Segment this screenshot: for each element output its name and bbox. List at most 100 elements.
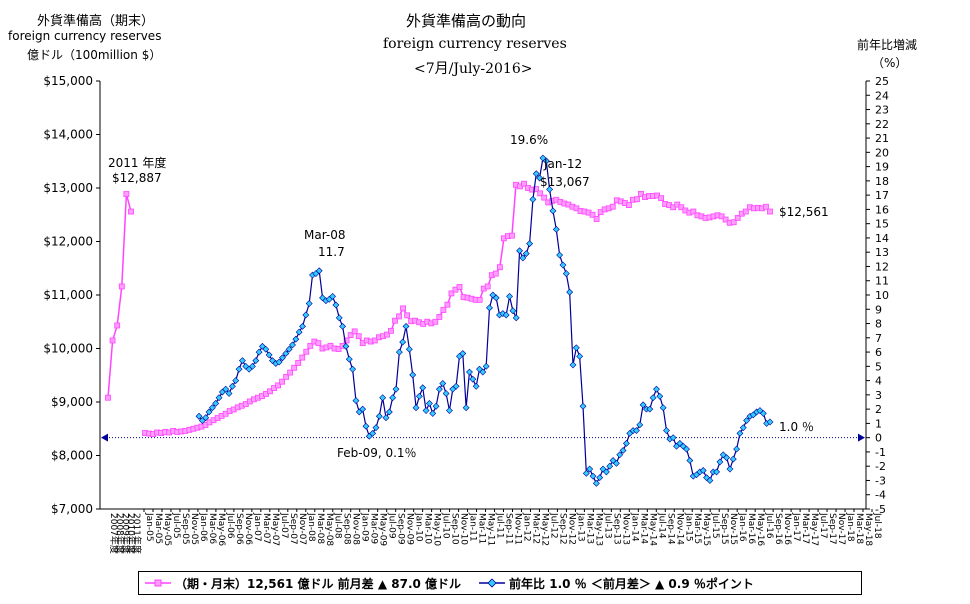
reserves-point <box>634 196 640 203</box>
yoy-point <box>232 377 240 385</box>
yoy-point <box>572 344 580 352</box>
yoy-point <box>713 468 720 476</box>
yoy-point <box>539 154 547 162</box>
fiscal-year-point <box>123 191 130 197</box>
yoy-point <box>536 174 544 182</box>
x-tick-label: Nov-05 <box>189 513 199 545</box>
yoy-point <box>422 407 430 414</box>
yoy-point <box>215 394 223 402</box>
x-tick-label: May-13 <box>593 513 603 546</box>
yoy-point <box>489 291 497 299</box>
right-tick-label: -2 <box>875 460 886 473</box>
right-tick-label: 25 <box>875 75 889 88</box>
x-tick-label: Jan-17 <box>791 512 801 542</box>
main-title-jp: 外貨準備高の動向 <box>406 12 527 30</box>
baseline-arrow-left <box>101 433 108 442</box>
yoy-point <box>399 338 407 346</box>
reserves-point <box>722 216 729 223</box>
right-tick-label: 16 <box>875 203 889 216</box>
x-tick-label: 2011年度 <box>131 513 143 554</box>
yoy-point <box>302 311 310 319</box>
yoy-point <box>392 385 400 393</box>
yoy-point <box>596 474 604 482</box>
x-tick-label: Jan-08 <box>306 512 316 542</box>
reserves-point <box>315 340 322 347</box>
right-tick-label: 22 <box>875 118 889 131</box>
annotation-jan12-label: Jan-12 <box>544 157 583 171</box>
reserves-point <box>742 208 749 215</box>
yoy-point <box>315 267 323 275</box>
yoy-point <box>349 365 357 373</box>
yoy-point <box>576 352 584 360</box>
reserves-point <box>291 364 298 371</box>
yoy-point <box>526 240 534 248</box>
reserves-point <box>267 388 273 395</box>
reserves-point <box>484 283 491 290</box>
right-unit: （%） <box>872 56 908 70</box>
yoy-point <box>255 348 263 356</box>
left-title-en: foreign currency reserves <box>8 29 162 43</box>
x-tick-label: Nov-13 <box>620 513 630 545</box>
reserves-point <box>496 264 503 271</box>
yoy-point <box>733 445 741 453</box>
right-tick-label: -4 <box>875 489 886 502</box>
yoy-point <box>499 310 507 317</box>
legend: （期・月末）12,561 億ドル 前月差 ▲ 87.0 億ドル 前年比 1.0 … <box>138 571 862 595</box>
fiscal-year-point <box>109 337 116 344</box>
yoy-point <box>706 477 714 484</box>
yoy-point <box>559 261 567 269</box>
right-tick-label: 2 <box>875 403 882 416</box>
right-tick-label: 11 <box>875 275 889 288</box>
x-tick-label: Jul-14 <box>656 512 666 539</box>
reserves-line <box>144 182 771 435</box>
yoy-point <box>462 404 470 412</box>
right-tick-label: 15 <box>875 218 889 231</box>
x-tick-label: 2010年度 <box>125 513 137 554</box>
fiscal-year-point <box>105 394 111 401</box>
reserves-point <box>763 203 769 210</box>
x-tick-label: Nov-12 <box>566 513 576 545</box>
yoy-point <box>369 429 377 437</box>
reserves-point <box>492 270 499 277</box>
x-tick-label: Jul-06 <box>225 512 235 539</box>
reserves-point <box>767 208 773 215</box>
x-tick-label: May-10 <box>432 513 442 546</box>
yoy-point <box>405 345 413 353</box>
x-tick-label: Jan-11 <box>468 512 478 542</box>
yoy-point <box>679 442 687 450</box>
x-tick-label: Nov-10 <box>459 513 469 545</box>
reserves-point <box>371 337 378 344</box>
yoy-point <box>586 465 594 473</box>
x-tick-label: Nov-07 <box>297 513 307 545</box>
reserves-point <box>432 318 439 325</box>
yoy-point <box>335 314 343 322</box>
yoy-point <box>222 385 230 393</box>
yoy-point <box>606 462 614 470</box>
yoy-point <box>375 412 383 420</box>
x-tick-label: Mar-15 <box>692 513 702 544</box>
fiscal-year-line <box>107 193 132 398</box>
yoy-point <box>663 427 670 434</box>
yoy-point <box>409 371 417 379</box>
x-tick-label: May-09 <box>378 513 388 546</box>
right-tick-label: 4 <box>875 375 882 388</box>
reserves-point <box>384 331 390 338</box>
x-tick-label: May-16 <box>755 513 765 546</box>
right-tick-label: -5 <box>875 503 886 516</box>
x-tick-label: May-11 <box>486 513 496 546</box>
x-tick-label: Nov-15 <box>728 513 738 545</box>
x-tick-label: Sep-12 <box>557 513 567 545</box>
x-tick-label: Jul-08 <box>333 512 343 539</box>
right-tick-label: 12 <box>875 260 889 273</box>
x-tick-label: Jan-06 <box>198 512 208 542</box>
reserves-point <box>388 327 394 334</box>
yoy-point <box>522 250 530 258</box>
reserves-point <box>678 204 685 211</box>
yoy-point <box>656 392 664 400</box>
x-tick-label: Jan-09 <box>360 512 370 542</box>
reserves-point <box>541 194 548 201</box>
right-tick-label: 21 <box>875 132 889 145</box>
x-tick-label: Mar-08 <box>315 513 325 544</box>
left-tick-label: $11,000 <box>43 288 93 302</box>
